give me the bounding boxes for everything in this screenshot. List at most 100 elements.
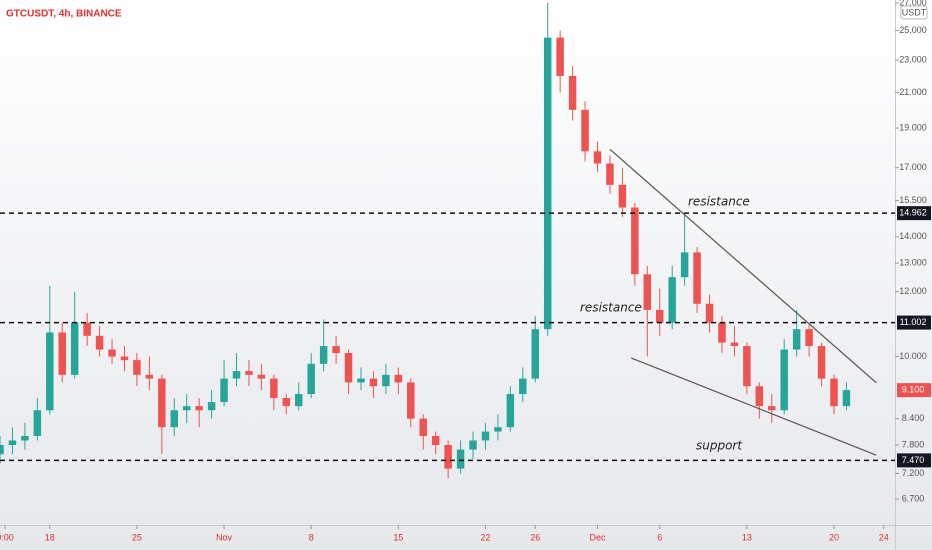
y-tick-label: 12.000 [899,286,927,296]
candle-body [220,378,228,403]
x-tick-label: 25 [132,532,142,542]
candle-body [805,329,813,347]
trendline [630,357,877,456]
candle-body [58,332,66,375]
candle-body [469,440,477,450]
candle-body [245,371,253,375]
candle-body [431,435,440,446]
candle-body [319,346,328,364]
candle-body [257,374,266,379]
candle-body [382,374,390,387]
candle-body [656,309,664,323]
candle-body [120,356,129,361]
x-tick-label: 26 [530,532,540,542]
candle-body [332,346,340,354]
candle-body [394,374,403,383]
candle-body [83,322,91,336]
candle-body [95,335,104,350]
candle-body [419,418,427,436]
candle-body [270,378,278,399]
y-tick-label: 23.000 [899,54,927,64]
price-label: 11.002 [900,317,927,327]
x-tick-label: 22 [480,532,490,542]
candle-body [618,184,627,208]
y-tick-label: 14.000 [899,231,927,241]
candle-body [46,332,54,411]
y-tick-label: 25.000 [899,25,927,35]
trendline [609,148,877,384]
price-label: 14.962 [899,208,927,218]
candle-body [207,402,216,411]
candle-body [133,360,141,375]
x-tick-label: 8 [309,532,314,542]
candle-body [307,363,315,395]
candle-body [0,445,4,455]
candle-body [705,303,714,323]
x-tick-label: 15 [393,532,403,542]
price-label: 7.470 [902,455,925,465]
candle-body [755,386,764,407]
candle-body [830,378,838,407]
candle-body [369,378,378,387]
candle-body [70,322,79,375]
candle-body [456,449,465,469]
candle-body [543,37,552,330]
y-tick-label: 7.800 [902,439,925,449]
candle-body [780,349,788,411]
candle-body [568,75,577,110]
candle-body [481,431,490,441]
candle-body [232,371,241,379]
y-tick-label: 19.000 [899,122,927,132]
last-price-label: 9.100 [902,385,925,395]
y-tick-label: 21.000 [899,87,927,97]
candle-body [444,445,452,469]
candle-body [643,274,652,310]
candle-body [182,406,191,411]
annotation: resistance [688,195,750,209]
y-tick-label: 17.000 [899,162,927,172]
x-tick-label: 6 [657,532,662,542]
y-tick-label: 6.700 [902,493,925,503]
candle-body [792,329,801,350]
candle-body [531,329,539,379]
candle-body [680,252,689,278]
candle-body [407,382,415,419]
y-tick-label: 15.500 [899,195,927,205]
candle-body [494,427,502,432]
candle-body [631,207,639,275]
chart-title: GTCUSDT, 4h, BINANCE [6,9,122,20]
x-tick-label: Dec [589,532,606,542]
y-tick-label: 8.400 [902,413,925,423]
price-label-box [897,206,931,221]
candle-body [108,349,116,357]
x-tick-label: Nov [216,532,233,542]
candle-body [170,410,179,428]
candle-body [195,406,203,411]
candle-body [357,378,365,383]
candle-body [668,277,676,323]
candle-body [33,410,42,436]
annotation: resistance [580,301,642,315]
candle-body [842,390,851,407]
candle-body [718,322,726,343]
candle-body [768,406,776,411]
price-label-box [897,315,931,330]
annotation: support [696,439,743,453]
unit-label: USDT [902,7,927,17]
x-tick-label: 18 [45,532,55,542]
candle-body [556,37,564,76]
candle-body [21,435,29,441]
candle-body [506,394,515,428]
x-tick-label: 0:00 [0,532,14,542]
candle-body [295,394,303,407]
y-tick-label: 7.200 [902,468,925,478]
y-tick-label: 10.000 [899,351,927,361]
candle-body [743,346,751,387]
unit-box [900,5,928,20]
candle-body [693,252,701,304]
candle-body [581,109,589,152]
candle-body [158,378,166,428]
candle-body [145,374,154,379]
